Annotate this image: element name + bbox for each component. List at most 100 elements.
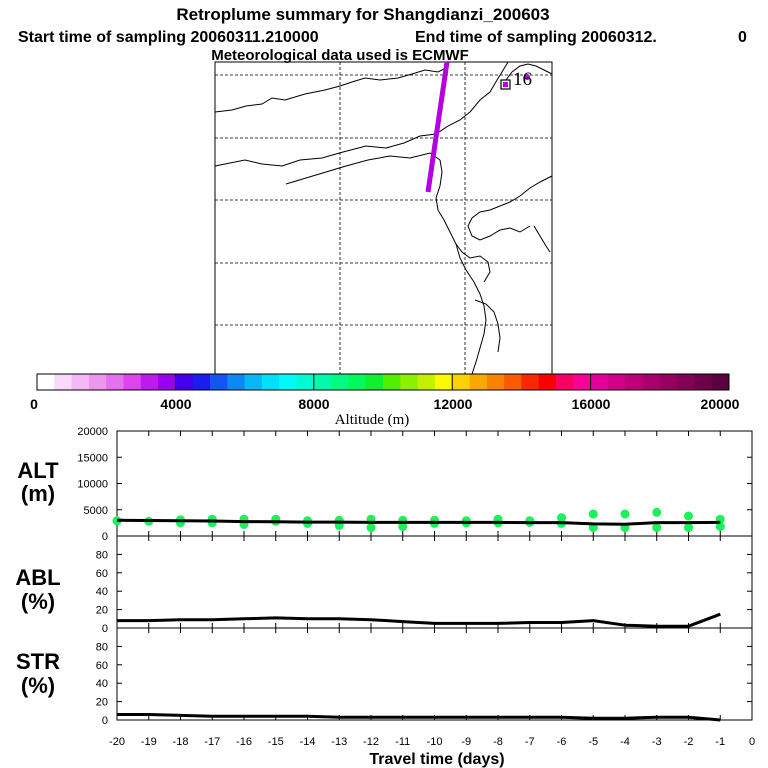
x-tick-label: -20 [109, 736, 125, 748]
x-tick-label: -5 [588, 736, 598, 748]
panel-frame-abl [116, 535, 753, 629]
y-tick-label: 0 [102, 715, 108, 727]
colorbar-segment [140, 374, 159, 390]
map-coastlines [214, 61, 553, 375]
end-time-suffix: 0 [738, 29, 747, 46]
station-marker-box [500, 79, 511, 90]
plume-end-marker [524, 74, 530, 80]
alt-scatter-point [366, 523, 376, 533]
colorbar-segment [244, 374, 263, 390]
series-line-alt [116, 518, 721, 526]
map-graticule [215, 62, 552, 374]
x-tick-label: -3 [652, 736, 662, 748]
alt-scatter-point [588, 509, 598, 519]
altitude-colorbar [36, 373, 730, 391]
colorbar-segment [573, 374, 591, 390]
colorbar-tick-label: 16000 [572, 396, 611, 412]
x-tick-label: -10 [427, 736, 443, 748]
marker-label: 16 [513, 69, 532, 90]
y-tick-label: 15000 [77, 452, 108, 464]
colorbar-segment [279, 374, 297, 390]
colorbar-tick-label: 4000 [160, 396, 191, 412]
x-tick-label: -6 [557, 736, 567, 748]
colorbar-tick-label: 12000 [434, 396, 473, 412]
colorbar-segment [210, 374, 228, 390]
colorbar-tick-label: 20000 [701, 396, 740, 412]
abl-panel-label: ABL [15, 565, 60, 590]
colorbar-segment [625, 374, 643, 390]
x-tick-label: -17 [204, 736, 220, 748]
end-time-label: End time of sampling 20060312. [415, 29, 657, 46]
str-panel-unit: (%) [21, 673, 55, 698]
start-time-label: Start time of sampling 20060311.210000 [18, 29, 319, 46]
y-tick-label: 60 [96, 568, 108, 580]
x-tick-label: -14 [300, 736, 316, 748]
alt-panel-label: ALT [17, 458, 59, 483]
figure-title: Retroplume summary for Shangdianzi_20060… [176, 5, 549, 24]
alt-scatter-point [652, 523, 662, 533]
colorbar-tick-labels: 0 4000 8000 12000 16000 20000 [30, 396, 740, 412]
colorbar-segment [296, 374, 315, 390]
str-panel-label: STR [16, 649, 60, 674]
y-tick-label: 0 [102, 531, 108, 543]
y-tick-label: 20 [96, 605, 108, 617]
colorbar-segment [538, 374, 557, 390]
x-tick-label: -13 [331, 736, 347, 748]
colorbar-segment [123, 374, 142, 390]
colorbar-frame [36, 373, 730, 391]
colorbar-segment [486, 374, 505, 390]
panel-frame-str [116, 627, 753, 721]
colorbar-segment [642, 374, 661, 390]
x-tick-label: -15 [268, 736, 284, 748]
colorbar-segment [452, 374, 470, 390]
colorbar-segment [313, 374, 332, 390]
x-tick-label: -19 [141, 736, 157, 748]
colorbar-segment [88, 374, 107, 390]
y-tick-label: 5000 [84, 505, 108, 517]
y-tick-label: 40 [96, 586, 108, 598]
colorbar-tick-label: 8000 [298, 396, 329, 412]
x-tick-label: 0 [749, 736, 755, 748]
alt-scatter-point [684, 511, 693, 521]
colorbar-segment [504, 374, 522, 390]
x-tick-label: -1 [715, 736, 725, 748]
colorbar-segment [158, 374, 176, 390]
colorbar-segment [365, 374, 384, 390]
x-tick-label: -7 [525, 736, 535, 748]
x-tick-label: -4 [620, 736, 630, 748]
colorbar-segment [348, 374, 367, 390]
y-tick-label: 80 [96, 549, 108, 561]
x-tick-label: -9 [461, 736, 471, 748]
colorbar-segment [71, 374, 90, 390]
map-panel: 16 [214, 61, 553, 375]
x-tick-label: -11 [395, 736, 410, 748]
y-tick-label: 60 [96, 660, 108, 672]
x-axis-title: Travel time (days) [369, 751, 504, 768]
colorbar-segment [227, 374, 245, 390]
x-tick-label: -8 [493, 736, 503, 748]
y-tick-label: 80 [96, 641, 108, 653]
alt-panel-unit: (m) [21, 481, 55, 506]
alt-scatter-point [715, 522, 725, 532]
colorbar-segment [469, 374, 488, 390]
station-marker [503, 82, 508, 87]
x-tick-label: -12 [363, 736, 379, 748]
plume-trajectory [425, 61, 450, 193]
colorbar-title: Altitude (m) [335, 412, 410, 428]
y-tick-label: 20000 [77, 426, 108, 438]
map-frame [214, 61, 553, 375]
series-line-str [117, 713, 721, 722]
colorbar-segment [677, 374, 695, 390]
colorbar-segment [192, 374, 211, 390]
y-tick-label: 40 [96, 678, 108, 690]
colorbar-segment [556, 374, 574, 390]
colorbar-segment [400, 374, 418, 390]
colorbar-tick-label: 0 [30, 396, 38, 412]
colorbar-segment [37, 374, 55, 390]
colorbar-segment [106, 374, 124, 390]
y-tick-label: 0 [102, 623, 108, 635]
alt-scatter-point [620, 509, 630, 519]
x-tick-label: -16 [236, 736, 252, 748]
time-series-panels: 0 5000 10000 15000 20000 0 20 40 60 80 0 20 40 60 80 -2… [77, 426, 755, 748]
